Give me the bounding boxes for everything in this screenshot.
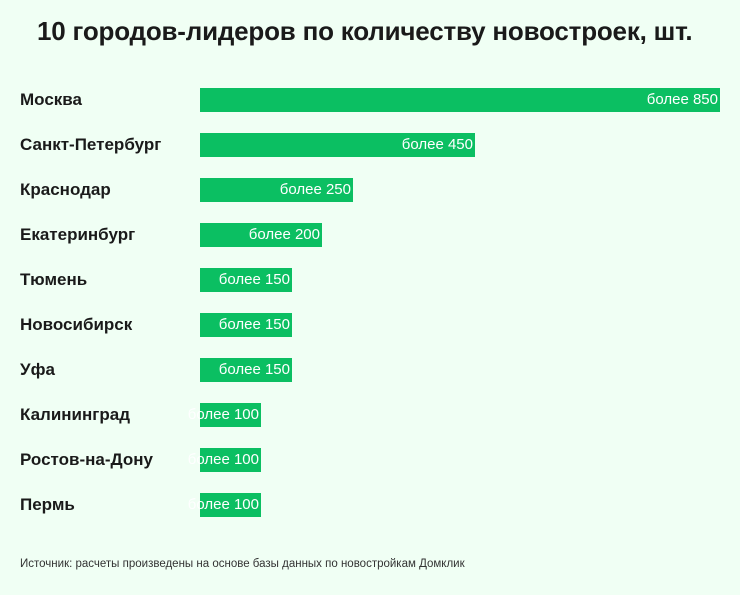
bar xyxy=(200,133,475,157)
data-label: более 150 xyxy=(218,316,290,333)
bar-row: Пермь более 100 xyxy=(0,493,740,517)
bar-chart: Москва более 850 Санкт-Петербург более 450 К… xyxy=(0,88,740,517)
bar xyxy=(200,448,261,472)
bar xyxy=(200,178,353,202)
category-label: Санкт-Петербург xyxy=(20,135,162,154)
bar-row: Краснодар более 250 xyxy=(0,178,740,202)
category-label: Краснодар xyxy=(20,180,111,199)
category-label: Ростов-на-Дону xyxy=(20,450,153,469)
data-label: более 100 xyxy=(187,406,259,423)
bar xyxy=(200,88,720,112)
bar xyxy=(200,223,322,247)
data-label: более 450 xyxy=(401,136,473,153)
data-label: более 150 xyxy=(218,361,290,378)
category-label: Калининград xyxy=(20,405,130,424)
bar-row: Тюмень более 150 xyxy=(0,268,740,292)
data-label: более 850 xyxy=(646,91,718,108)
category-label: Новосибирск xyxy=(20,315,133,334)
bar-row: Ростов-на-Дону более 100 xyxy=(0,448,740,472)
data-label: более 150 xyxy=(218,271,290,288)
bar xyxy=(200,493,261,517)
bar xyxy=(200,268,292,292)
bar-row: Москва более 850 xyxy=(0,88,740,112)
category-label: Пермь xyxy=(20,495,75,514)
category-label: Тюмень xyxy=(20,270,88,289)
data-label: более 200 xyxy=(248,226,320,243)
bar-row: Санкт-Петербург более 450 xyxy=(0,133,740,157)
bar xyxy=(200,313,292,337)
bar-row: Новосибирск более 150 xyxy=(0,313,740,337)
category-label: Уфа xyxy=(20,360,55,379)
chart-title: 10 городов-лидеров по количеству новостр… xyxy=(37,16,693,46)
bar-row: Екатеринбург более 200 xyxy=(0,223,740,247)
data-label: более 250 xyxy=(279,181,351,198)
bar xyxy=(200,403,261,427)
data-label: более 100 xyxy=(187,496,259,513)
bar-row: Уфа более 150 xyxy=(0,358,740,382)
bar-row: Калининград более 100 xyxy=(0,403,740,427)
data-label: более 100 xyxy=(187,451,259,468)
category-label: Москва xyxy=(20,90,82,109)
source-note: Источник: расчеты произведены на основе … xyxy=(20,558,465,570)
bar xyxy=(200,358,292,382)
category-label: Екатеринбург xyxy=(20,225,136,244)
